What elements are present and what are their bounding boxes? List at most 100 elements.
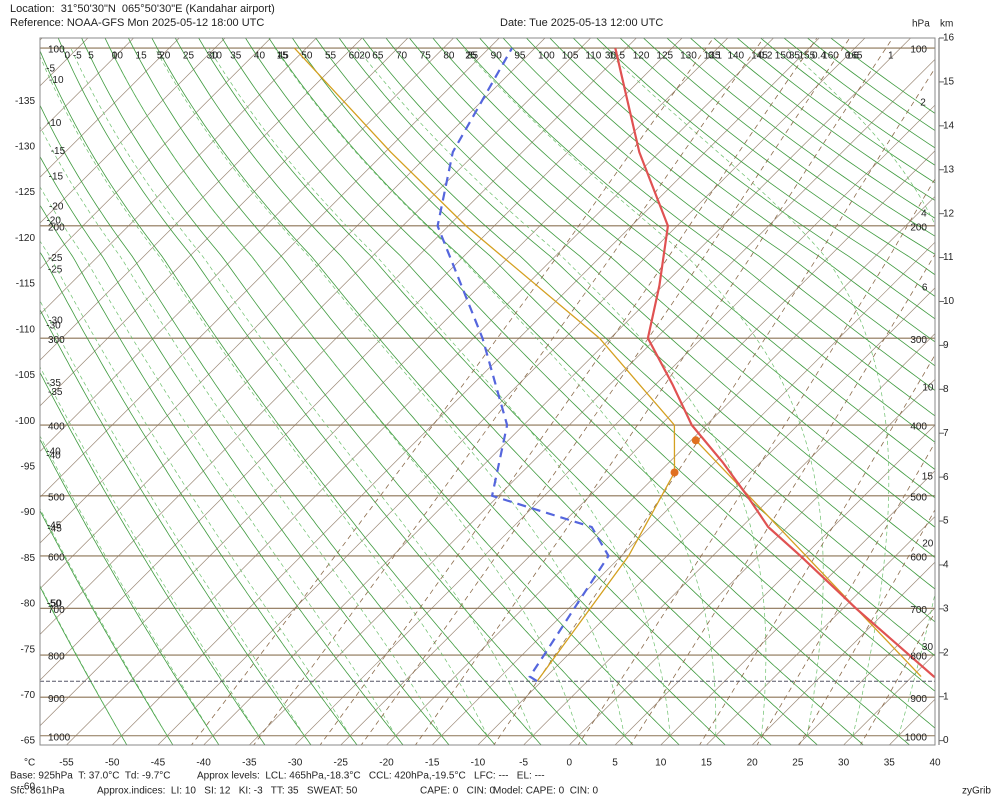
km-label: 1 [943,691,949,702]
dry-adiabat [549,38,935,343]
pressure-label-right: 500 [910,492,927,503]
temperature-unit: °C [24,758,35,769]
dry-adiabat [127,38,726,745]
pressure-label-right: 400 [910,422,927,433]
footer-model: Model: CAPE: 0 CIN: 0 [493,786,598,797]
isotherm [477,287,935,745]
line-label: 10 [922,382,934,393]
isotherm [294,104,935,745]
km-label: 12 [943,208,955,219]
dry-adiabat [268,38,935,692]
line-label: -15 [51,146,66,157]
line-label: 4 [921,209,927,220]
dry-adiabat [315,38,935,623]
x-tick-label: 35 [884,758,896,769]
moist-adiabat [109,47,579,736]
line-label: 85 [467,51,479,62]
dry-adiabat [432,38,935,471]
dry-adiabat [291,38,935,657]
x-tick-label: -35 [242,758,257,769]
dry-adiabat [502,38,935,391]
mixing-ratio [414,38,894,745]
isotherm-label: -70 [21,690,36,701]
height-unit: km [940,19,953,30]
pressure-label-left: 1000 [48,732,71,743]
isotherm [340,150,935,745]
pressure-label-left: 800 [48,652,65,663]
isotherm-label: -95 [21,461,36,472]
isotherm-label: -125 [15,187,35,198]
line-label: 55 [325,51,337,62]
pressure-label-left: 900 [48,694,65,705]
line-label: -10 [47,118,62,129]
line-label: 6 [922,282,928,293]
line-label: -15 [49,171,64,182]
line-label: 60 [349,51,361,62]
isotherm [40,38,500,498]
dry-adiabat [40,308,312,745]
mixing-ratio [493,67,935,745]
km-label: 8 [943,384,949,395]
pressure-unit: hPa [912,19,930,30]
isotherm [797,607,935,745]
dry-adiabat [455,38,935,443]
line-label: 0 [65,51,71,62]
km-label: 16 [943,33,955,44]
line-label: 0.2 [758,51,772,62]
dry-adiabat [385,38,935,528]
line-label: -5 [73,51,82,62]
line-label: 25 [465,51,477,62]
line-label: -40 [46,447,61,458]
km-label: 15 [943,77,955,88]
pressure-label-left: 500 [48,492,65,503]
line-label: 80 [443,51,455,62]
dry-adiabat [362,38,935,559]
footer-indices: Approx.indices: LI: 10 SI: 12 KI: -3 TT:… [97,786,358,797]
moist-adiabat [40,300,305,736]
dry-adiabat [81,38,634,745]
isotherm-label: -85 [21,553,36,564]
isotherm-label: -115 [16,279,36,290]
pressure-label-right: 100 [910,45,927,56]
line-label: 0.1 [708,51,722,62]
pressure-label-right: 300 [910,335,927,346]
dry-adiabat [596,38,935,297]
line-label: 65 [372,51,384,62]
km-label: 7 [943,428,949,439]
dry-adiabat [572,38,935,320]
dry-adiabat [40,204,404,745]
line-label: -45 [47,524,62,535]
dry-adiabat [40,251,358,745]
isotherm [40,38,454,453]
isotherm [157,38,866,745]
temperature-profile [614,47,935,678]
moist-adiabat [70,47,534,736]
pressure-label-left: 600 [48,553,65,564]
line-label: 165 [846,51,863,62]
line-label: -40 [46,450,61,461]
line-label: 50 [301,51,313,62]
footer-cape: CAPE: 0 CIN: 0 [420,786,495,797]
line-label: 70 [396,51,408,62]
footer-surface: Sfc: 861hPa [10,786,65,797]
isotherm [386,195,935,745]
line-label: -25 [48,253,63,264]
line-label: -20 [49,201,64,212]
pressure-label-left: 100 [48,45,65,56]
x-tick-label: 0 [567,758,573,769]
isotherm [40,38,683,681]
x-tick-label: -25 [334,758,349,769]
x-tick-label: -30 [288,758,303,769]
km-label: 9 [943,340,949,351]
mixing-ratio [319,38,818,745]
line-label: 1 [888,51,894,62]
mixing-ratio [253,38,765,745]
date: Date: Tue 2025-05-13 12:00 UTC [500,17,663,29]
line-label: -45 [47,521,62,532]
line-label: 90 [491,51,503,62]
x-tick-label: -5 [519,758,528,769]
level-marker [670,468,679,477]
line-label: 10 [112,51,124,62]
line-label: -5 [46,63,55,74]
dry-adiabat [40,155,450,745]
